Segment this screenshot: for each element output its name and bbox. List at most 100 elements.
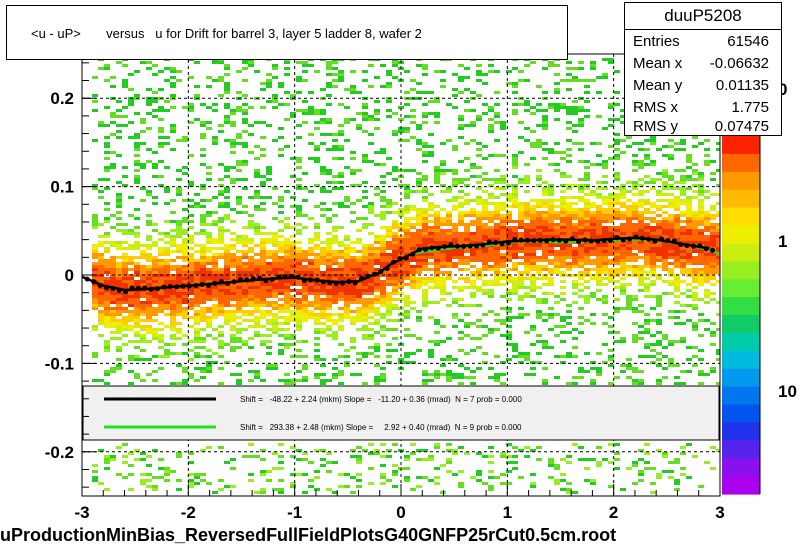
heatmap-cell: [566, 139, 572, 142]
heatmap-cell: [644, 250, 650, 253]
heatmap-cell: [536, 286, 542, 289]
heatmap-cell: [500, 229, 506, 232]
heatmap-cell: [296, 250, 302, 253]
heatmap-cell: [656, 199, 662, 202]
heatmap-cell: [146, 310, 152, 313]
heatmap-cell: [668, 226, 674, 229]
heatmap-cell: [194, 250, 200, 253]
heatmap-cell: [572, 259, 578, 262]
heatmap-cell: [284, 118, 290, 121]
heatmap-cell: [482, 292, 488, 295]
heatmap-cell: [590, 379, 596, 382]
heatmap-cell: [356, 316, 362, 319]
heatmap-cell: [278, 262, 284, 265]
heatmap-cell: [230, 253, 236, 256]
heatmap-cell: [488, 109, 494, 112]
heatmap-cell: [704, 241, 710, 244]
heatmap-cell: [368, 443, 374, 446]
heatmap-cell: [200, 136, 206, 139]
heatmap-cell: [164, 355, 170, 358]
heatmap-cell: [284, 271, 290, 274]
heatmap-cell: [584, 199, 590, 202]
heatmap-cell: [626, 247, 632, 250]
heatmap-cell: [410, 247, 416, 250]
heatmap-cell: [242, 256, 248, 259]
heatmap-cell: [512, 277, 518, 280]
heatmap-cell: [518, 247, 524, 250]
heatmap-cell: [482, 232, 488, 235]
heatmap-cell: [188, 238, 194, 241]
heatmap-cell: [626, 223, 632, 226]
heatmap-cell: [356, 124, 362, 127]
heatmap-cell: [170, 67, 176, 70]
heatmap-cell: [632, 241, 638, 244]
heatmap-cell: [92, 265, 98, 268]
heatmap-cell: [212, 211, 218, 214]
heatmap-cell: [578, 190, 584, 193]
heatmap-cell: [200, 316, 206, 319]
heatmap-cell: [338, 316, 344, 319]
heatmap-cell: [614, 286, 620, 289]
heatmap-cell: [134, 262, 140, 265]
heatmap-cell: [716, 256, 720, 259]
heatmap-cell: [188, 262, 194, 265]
heatmap-cell: [128, 295, 134, 298]
heatmap-cell: [608, 229, 614, 232]
heatmap-cell: [176, 452, 182, 455]
heatmap-cell: [404, 241, 410, 244]
heatmap-cell: [194, 205, 200, 208]
heatmap-cell: [386, 226, 392, 229]
heatmap-cell: [200, 340, 206, 343]
heatmap-cell: [284, 223, 290, 226]
heatmap-cell: [326, 247, 332, 250]
heatmap-cell: [530, 244, 536, 247]
heatmap-cell: [218, 343, 224, 346]
heatmap-cell: [422, 268, 428, 271]
heatmap-cell: [614, 443, 620, 446]
heatmap-cell: [686, 283, 692, 286]
heatmap-cell: [230, 373, 236, 376]
heatmap-cell: [104, 187, 110, 190]
heatmap-cell: [428, 154, 434, 157]
heatmap-cell: [302, 70, 308, 73]
heatmap-cell: [614, 91, 620, 94]
heatmap-cell: [638, 184, 644, 187]
heatmap-cell: [530, 289, 536, 292]
heatmap-cell: [458, 337, 464, 340]
heatmap-cell: [242, 262, 248, 265]
heatmap-cell: [314, 232, 320, 235]
heatmap-cell: [284, 262, 290, 265]
heatmap-cell: [668, 364, 674, 367]
heatmap-cell: [488, 130, 494, 133]
heatmap-cell: [338, 262, 344, 265]
heatmap-cell: [506, 280, 512, 283]
heatmap-cell: [92, 223, 98, 226]
heatmap-cell: [560, 184, 566, 187]
heatmap-cell: [560, 253, 566, 256]
heatmap-cell: [698, 334, 704, 337]
heatmap-cell: [716, 211, 720, 214]
heatmap-cell: [476, 304, 482, 307]
heatmap-cell: [128, 136, 134, 139]
heatmap-cell: [662, 172, 668, 175]
heatmap-cell: [686, 289, 692, 292]
heatmap-cell: [530, 142, 536, 145]
heatmap-cell: [548, 268, 554, 271]
heatmap-cell: [422, 449, 428, 452]
heatmap-cell: [518, 226, 524, 229]
heatmap-cell: [524, 229, 530, 232]
heatmap-cell: [446, 449, 452, 452]
heatmap-cell: [278, 229, 284, 232]
heatmap-cell: [698, 238, 704, 241]
heatmap-cell: [482, 226, 488, 229]
heatmap-cell: [266, 79, 272, 82]
heatmap-cell: [224, 268, 230, 271]
heatmap-cell: [554, 217, 560, 220]
heatmap-cell: [644, 271, 650, 274]
heatmap-cell: [560, 79, 566, 82]
heatmap-cell: [560, 223, 566, 226]
heatmap-cell: [620, 244, 626, 247]
heatmap-cell: [608, 217, 614, 220]
heatmap-cell: [710, 370, 716, 373]
heatmap-cell: [332, 67, 338, 70]
